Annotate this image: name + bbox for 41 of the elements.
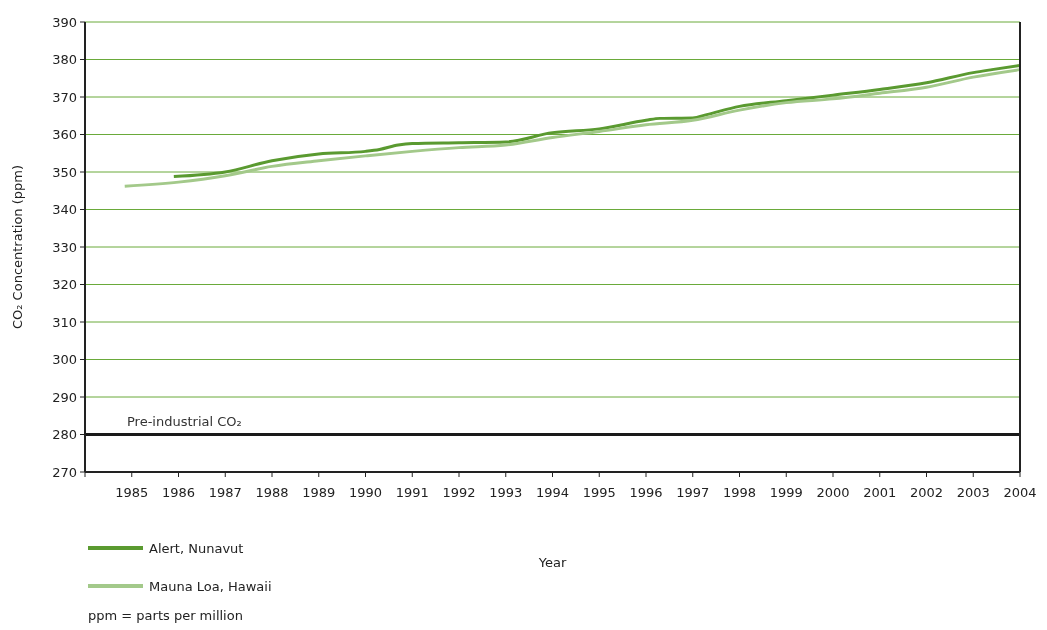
x-tick-label: 1996	[629, 485, 663, 500]
x-tick-label: 1991	[395, 485, 429, 500]
x-tick-label: 2001	[863, 485, 897, 500]
ref-line-label: Pre-industrial CO₂	[127, 413, 242, 429]
y-tick-label: 270	[52, 464, 77, 480]
y-tick-label: 370	[52, 89, 77, 105]
x-tick-label: 1985	[115, 485, 149, 500]
x-tick-label: 1992	[442, 485, 476, 500]
y-tick-label: 310	[52, 314, 77, 330]
x-tick-label: 2000	[816, 485, 850, 500]
line-series	[123, 68, 1022, 188]
x-tick-label: 1994	[535, 485, 570, 500]
legend-label: Mauna Loa, Hawaii	[149, 578, 272, 594]
x-tick-label: 1989	[302, 485, 336, 500]
x-tick-label: 1993	[489, 485, 523, 500]
y-tick-label: 340	[52, 202, 77, 218]
y-tick-label: 350	[52, 164, 77, 180]
y-tick-label: 280	[52, 427, 77, 443]
y-tick-label: 330	[52, 239, 77, 255]
y-tick-label: 290	[52, 389, 77, 405]
y-axis-title: CO₂ Concentration (ppm)	[10, 164, 25, 330]
line-series	[172, 64, 1022, 178]
x-tick-label: 1997	[676, 485, 710, 500]
x-tick-label: 1995	[582, 485, 616, 500]
y-tick-label: 320	[52, 277, 77, 293]
text: ppm = parts per million	[88, 608, 243, 623]
y-tick-label: 300	[52, 352, 77, 368]
x-tick-label: 1986	[161, 485, 196, 500]
x-tick-label: 1990	[348, 485, 383, 500]
x-tick-label: 2003	[956, 485, 990, 500]
y-tick-label: 360	[52, 127, 77, 143]
x-tick-label: 1998	[722, 485, 757, 500]
y-tick-label: 390	[52, 14, 77, 30]
x-axis-title: Year	[537, 555, 567, 570]
legend-label: Alert, Nunavut	[149, 540, 244, 556]
x-tick-label: 1988	[255, 485, 289, 500]
x-tick-label: 1999	[769, 485, 803, 500]
x-tick-label: 2002	[909, 485, 944, 500]
y-tick-label: 380	[52, 52, 77, 68]
x-tick-label: 2004	[1003, 485, 1037, 500]
x-tick-label: 1987	[208, 485, 242, 500]
